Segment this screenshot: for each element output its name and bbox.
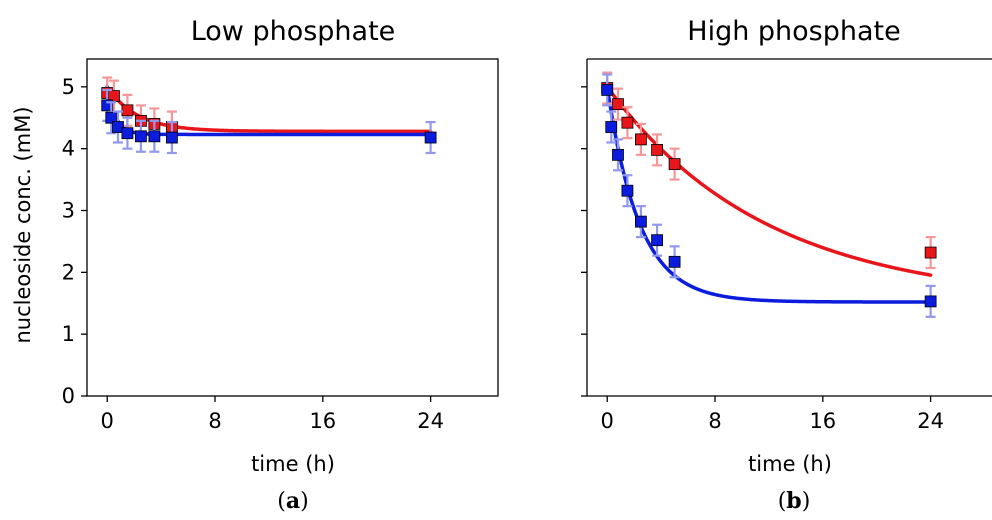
data-point — [651, 143, 663, 156]
fit-curve — [605, 85, 933, 304]
y-axis-label: nucleoside conc. (mM) — [11, 106, 35, 343]
y-tick-label: 4 — [62, 137, 75, 161]
data-point — [105, 111, 118, 124]
x-tick-label: 24 — [917, 409, 944, 433]
data-point — [635, 133, 647, 146]
data-point — [668, 255, 681, 268]
data-point — [612, 148, 624, 161]
data-point — [668, 158, 681, 171]
data-point — [121, 127, 134, 140]
y-tick-label: 5 — [62, 75, 75, 99]
data-point — [121, 104, 134, 117]
data-point — [605, 121, 618, 133]
plot-area — [101, 76, 437, 155]
y-tick-label: 2 — [62, 260, 75, 284]
data-point — [924, 295, 937, 308]
panel-caption-letter: a — [286, 488, 300, 514]
data-point — [621, 116, 634, 129]
chart-title: Low phosphate — [191, 16, 396, 47]
fit-curve — [105, 85, 433, 137]
chart-panel-low-phosphate: Low phosphate time (h) nucleoside conc. … — [11, 16, 499, 514]
chart-title: High phosphate — [687, 16, 900, 47]
x-tick-label: 0 — [101, 409, 114, 433]
plot-area — [601, 71, 937, 318]
chart-panel-high-phosphate: High phosphate time (h) (b) 0 8 16 24 — [581, 16, 992, 514]
panel-caption-letter: b — [786, 488, 801, 514]
panel-caption: (b) — [778, 488, 811, 514]
x-axis-label: time (h) — [748, 452, 832, 476]
data-point — [601, 84, 614, 96]
data-point — [621, 184, 634, 197]
data-point — [165, 131, 178, 144]
data-point — [112, 121, 124, 133]
y-tick-label: 1 — [62, 322, 75, 346]
x-tick-label: 8 — [708, 409, 721, 433]
y-tick-label: 3 — [62, 198, 75, 222]
data-point — [612, 98, 624, 111]
fit-curve — [605, 85, 933, 277]
x-tick-label: 16 — [809, 409, 836, 433]
data-point — [635, 215, 647, 228]
x-axis-label: time (h) — [251, 452, 335, 476]
x-tick-label: 0 — [601, 409, 614, 433]
panel-caption: (a) — [277, 488, 308, 514]
y-tick-label: 0 — [62, 384, 75, 408]
x-tick-label: 8 — [208, 409, 221, 433]
fit-curve — [105, 85, 433, 134]
x-tick-label: 24 — [417, 409, 444, 433]
data-point — [135, 130, 147, 143]
data-point — [924, 246, 937, 259]
data-point — [148, 130, 161, 143]
data-point — [424, 131, 437, 144]
data-point — [651, 234, 663, 247]
data-point — [101, 99, 114, 112]
plot-frame — [86, 58, 499, 397]
x-tick-label: 16 — [309, 409, 336, 433]
